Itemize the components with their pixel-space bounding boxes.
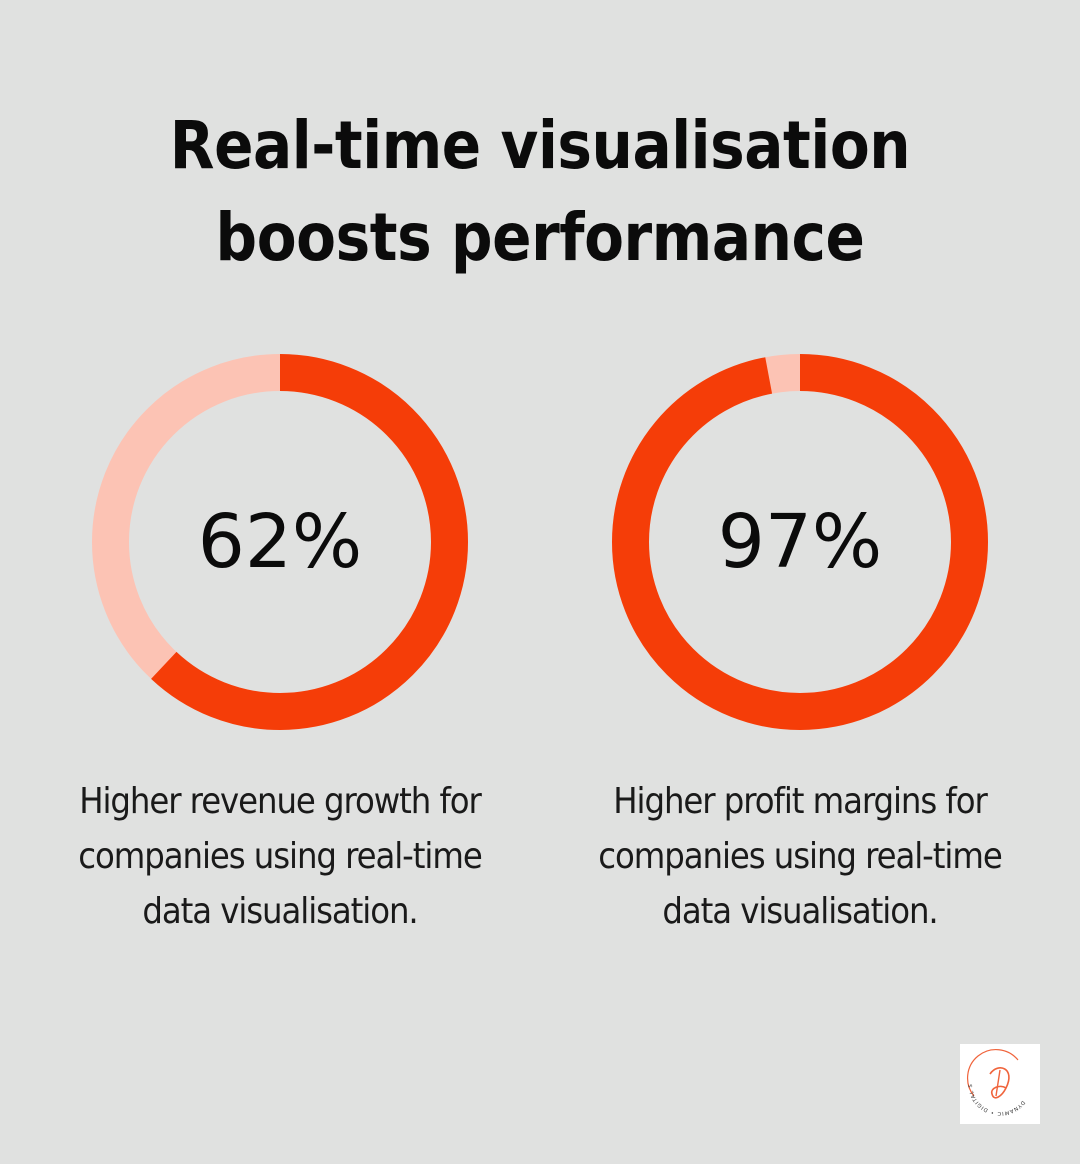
- donut-chart-profit: 97%: [612, 354, 988, 730]
- donut-value-arc: [92, 354, 468, 730]
- donut-chart-revenue: 62%: [92, 354, 468, 730]
- stat-value: 97%: [717, 499, 883, 585]
- brand-logo: DYNAMIC • DIGITAL SOLUTIONS: [957, 1040, 1040, 1124]
- donut-value-arc: [612, 354, 988, 730]
- stat-description-profit: Higher profit margins for companies usin…: [598, 781, 1002, 932]
- stat-description-revenue: Higher revenue growth for companies usin…: [78, 781, 482, 932]
- page-title: Real-time visualisation boosts performan…: [65, 100, 1015, 284]
- donut-ring-profit: [612, 354, 988, 730]
- logo-text: DYNAMIC • DIGITAL SOLUTIONS: [957, 1040, 1025, 1116]
- donut-ring-revenue: [92, 354, 468, 730]
- svg-text:DYNAMIC • DIGITAL SOLUTIONS: DYNAMIC • DIGITAL SOLUTIONS: [960, 1044, 1026, 1116]
- stat-value: 62%: [197, 499, 363, 585]
- dynamic-digital-solutions-logo-icon: DYNAMIC • DIGITAL SOLUTIONS: [957, 1040, 1026, 1116]
- title-line-2: boosts performance: [215, 199, 865, 276]
- title-line-1: Real-time visualisation: [169, 107, 911, 184]
